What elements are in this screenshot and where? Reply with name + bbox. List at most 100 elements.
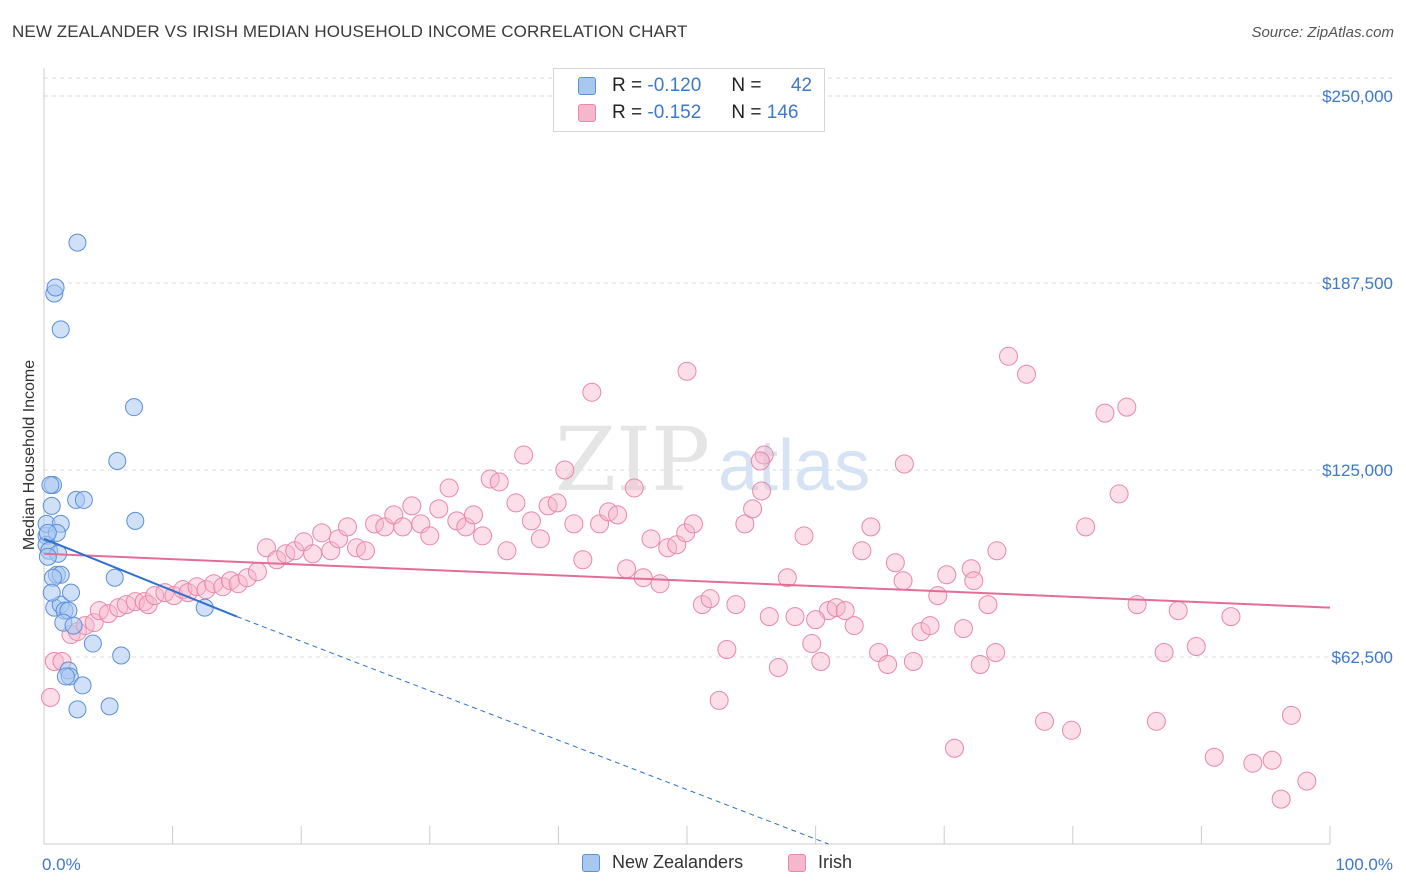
irish-point xyxy=(1168,601,1188,621)
irish-point xyxy=(692,595,712,615)
irish-point xyxy=(861,517,881,537)
irish-point xyxy=(247,562,267,582)
irish-point xyxy=(759,607,779,627)
irish-point xyxy=(582,382,602,402)
new-zealander-point xyxy=(68,233,87,252)
irish-point xyxy=(547,493,567,513)
irish-point xyxy=(844,616,864,636)
irish-point xyxy=(1017,364,1037,384)
new-zealander-point xyxy=(105,568,124,587)
irish-point xyxy=(473,526,493,546)
x-tick-label: 100.0% xyxy=(1335,855,1393,874)
legend-r-label: R = xyxy=(612,75,643,96)
irish-point xyxy=(337,517,357,537)
irish-point xyxy=(709,690,729,710)
source-label: Source: ZipAtlas.com xyxy=(1251,24,1394,41)
irish-point xyxy=(220,571,240,591)
y-tick-label: $125,000 xyxy=(1322,461,1393,480)
legend-r-label: R = xyxy=(612,102,643,123)
irish-point xyxy=(885,553,905,573)
legend-row-irish: R = -0.152 N = 146 xyxy=(578,102,807,124)
legend-r-value: -0.152 xyxy=(647,102,702,123)
bottom-legend-swatch-blue xyxy=(582,853,600,872)
irish-point xyxy=(402,496,422,516)
y-tick-label: $62,500 xyxy=(1332,648,1393,667)
irish-point xyxy=(878,654,898,674)
irish-point xyxy=(920,616,940,636)
irish-point xyxy=(964,571,984,591)
irish-point xyxy=(1243,753,1263,773)
irish-point xyxy=(1062,720,1082,740)
tick-labels: $62,500 $125,000 $187,500 $250,000 0.0% 100.0… xyxy=(42,87,1393,874)
irish-point xyxy=(521,511,541,531)
irish-point xyxy=(794,526,814,546)
chart-title: NEW ZEALANDER VS IRISH MEDIAN HOUSEHOLD … xyxy=(12,22,688,41)
new-zealander-point xyxy=(73,676,92,695)
irish-point xyxy=(464,505,484,525)
legend-n-value: 42 xyxy=(790,75,813,96)
irish-point xyxy=(608,505,628,525)
irish-point xyxy=(735,514,755,534)
new-zealander-point xyxy=(56,667,75,686)
bottom-legend-swatch-pink xyxy=(788,853,806,872)
irish-point xyxy=(852,541,872,561)
bottom-legend-new-zealanders: New Zealanders xyxy=(582,852,743,873)
irish-point xyxy=(726,595,746,615)
new-zealander-point xyxy=(126,511,145,530)
y-tick-label: $250,000 xyxy=(1322,87,1393,106)
watermark-zip: ZIP xyxy=(555,408,710,511)
irish-point xyxy=(1271,789,1291,809)
irish-point xyxy=(1154,643,1174,663)
irish-point xyxy=(641,529,661,549)
new-zealander-point xyxy=(74,490,93,509)
irish-point xyxy=(937,565,957,585)
irish-point xyxy=(393,517,413,537)
irish-point xyxy=(1117,397,1137,417)
irish-point xyxy=(617,559,637,579)
irish-point xyxy=(312,523,332,543)
irish-point xyxy=(811,651,831,671)
irish-point xyxy=(489,472,509,492)
irish-point xyxy=(429,499,449,519)
irish-points xyxy=(40,346,1317,809)
new-zealander-point xyxy=(62,583,81,602)
irish-point xyxy=(555,460,575,480)
new-zealander-point xyxy=(112,646,131,665)
irish-point xyxy=(497,541,517,561)
irish-point xyxy=(1186,637,1206,657)
irish-point xyxy=(893,571,913,591)
irish-point xyxy=(944,738,964,758)
irish-point xyxy=(1146,711,1166,731)
irish-point xyxy=(1297,771,1317,791)
new-zealander-point xyxy=(100,697,119,716)
irish-point xyxy=(700,589,720,609)
irish-point xyxy=(573,550,593,570)
irish-point xyxy=(134,592,154,612)
irish-point xyxy=(530,529,550,549)
new-zealander-point xyxy=(83,634,102,653)
irish-point xyxy=(196,580,216,600)
irish-point xyxy=(40,687,60,707)
legend-r-value: -0.120 xyxy=(647,75,702,96)
irish-point xyxy=(564,514,584,534)
y-axis-label: Median Household Income xyxy=(21,360,38,550)
irish-point xyxy=(987,541,1007,561)
new-zealander-point xyxy=(41,475,60,494)
irish-point xyxy=(717,640,737,660)
irish-point xyxy=(1109,484,1129,504)
new-zealander-trend-line xyxy=(43,537,238,618)
irish-point xyxy=(506,493,526,513)
new-zealander-point xyxy=(42,583,61,602)
irish-point xyxy=(986,643,1006,663)
irish-point xyxy=(978,595,998,615)
irish-point xyxy=(321,541,341,561)
bottom-legend-label: Irish xyxy=(818,852,853,872)
legend-n-value: 146 xyxy=(766,102,799,123)
irish-point xyxy=(624,478,644,498)
new-zealander-point xyxy=(108,452,127,471)
irish-point xyxy=(754,445,774,465)
new-zealander-point xyxy=(125,398,144,417)
irish-point xyxy=(802,634,822,654)
irish-point xyxy=(970,654,990,674)
legend-n-label: N = xyxy=(731,75,762,96)
